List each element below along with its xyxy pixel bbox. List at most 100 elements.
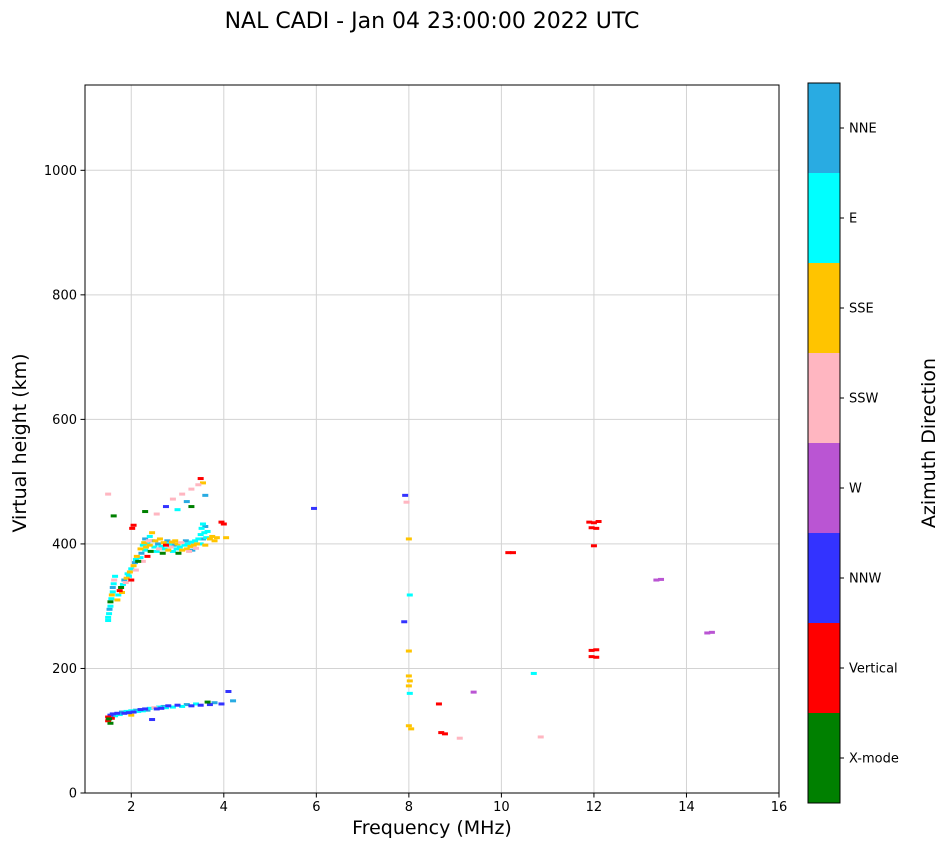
data-point-sse [126,570,133,574]
data-point-sse [405,724,412,728]
plot-border [84,84,780,794]
data-point-ssw [195,483,202,487]
colorbar-segment-ssw [808,353,840,443]
data-point-sse [193,542,200,546]
data-point-x-mode [147,549,154,553]
colorbar-segment-x-mode [808,713,840,803]
colorbar-tick-label: SSW [849,392,879,407]
data-point-ssw [145,539,152,543]
data-point-e [199,522,206,526]
data-point-ssw [169,497,176,501]
data-point-vertical [590,521,597,525]
data-point-ssw [179,492,186,496]
y-tick-label: 400 [52,537,77,552]
colorbar-tick-label: NNW [849,572,881,587]
colorbar-tick-label: SSE [849,302,874,317]
data-point-vertical [105,719,112,723]
data-point-sse [168,540,175,544]
data-point-nne [142,537,149,541]
data-point-sse [165,548,172,552]
data-point-nnw [121,711,128,715]
x-tick-label: 10 [493,800,510,815]
data-point-nnw [206,703,213,707]
data-point-nne [170,543,177,547]
data-point-sse [405,537,412,541]
data-point-e [142,548,149,552]
data-point-sse [119,590,126,594]
x-tick-label: 2 [127,800,135,815]
data-point-sse [160,541,167,545]
data-point-e [406,691,413,695]
colorbar-segment-nne [808,83,840,173]
data-point-nnw [218,702,225,706]
data-point-e [132,557,139,561]
data-point-e [137,556,144,560]
data-point-e [166,542,173,546]
data-point-e [197,542,204,546]
y-tick-label: 600 [52,413,77,428]
data-point-sse [156,537,163,541]
data-point-nne [183,703,190,707]
data-point-ssw [105,492,112,496]
data-point-e [109,590,116,594]
data-point-e [112,714,119,718]
data-point-nne [121,578,128,582]
data-point-e [192,539,199,543]
data-point-vertical [435,702,442,706]
colorbar-segment-vertical [808,623,840,713]
data-point-nnw [197,703,204,707]
data-point-ssw [167,545,174,549]
data-point-nne [199,537,206,541]
data-point-sse [213,536,220,540]
data-point-sse [405,674,412,678]
data-point-sse [209,534,216,538]
data-point-nne [202,493,209,497]
data-point-w [704,631,711,635]
data-point-ssw [153,512,160,516]
data-point-e [135,709,142,713]
data-point-e [169,549,176,553]
y-tick-label: 800 [52,288,77,303]
data-point-sse [108,593,115,597]
data-point-sse [179,548,186,552]
data-point-e [203,536,210,540]
data-point-w [653,578,660,582]
data-point-nnw [142,707,149,711]
colorbar-tick-label: X-mode [849,752,899,767]
data-point-nnw [109,712,116,716]
data-point-sse [405,684,412,688]
data-point-sse [183,547,190,551]
x-tick-label: 14 [678,800,695,815]
data-point-ssw [188,487,195,491]
data-point-e [406,593,413,597]
data-point-e [169,705,176,709]
data-point-vertical [128,578,135,582]
data-point-nne [164,539,171,543]
data-point-x-mode [107,721,114,725]
data-point-vertical [218,520,225,524]
data-point-nnw [137,708,144,712]
data-point-sse [141,541,148,545]
data-point-vertical [129,526,136,530]
data-point-sse [405,649,412,653]
x-tick-label: 4 [220,800,228,815]
data-point-sse [211,539,218,543]
data-point-e [119,582,126,586]
data-point-nnw [114,711,121,715]
data-point-nne [230,699,237,703]
data-point-e [193,702,200,706]
data-point-ssw [111,578,118,582]
data-point-vertical [509,551,516,555]
data-point-e [139,543,146,547]
data-point-nne [189,548,196,552]
data-point-vertical [588,655,595,659]
data-point-sse [133,554,140,558]
data-point-nne [109,586,116,590]
data-point-sse [137,547,144,551]
data-point-e [195,537,202,541]
data-point-e [188,540,195,544]
data-point-nnw [158,706,165,710]
data-point-e [124,572,131,576]
data-point-nne [202,524,209,528]
